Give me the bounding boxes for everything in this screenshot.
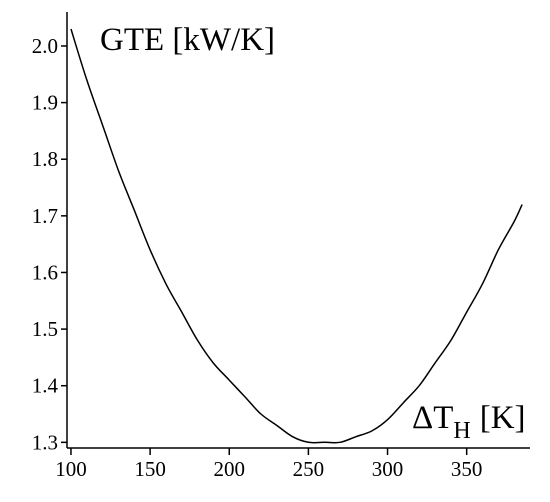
x-tick-label: 100 — [55, 457, 87, 481]
series-line — [70, 28, 523, 444]
x-tick-label: 150 — [134, 457, 166, 481]
x-tick-label: 200 — [213, 457, 245, 481]
y-ticks: 1.3 1.4 1.5 1.6 1.7 1.8 1.9 2.0 — [32, 34, 67, 454]
y-tick-label: 1.5 — [32, 317, 58, 341]
x-tick-label: 350 — [451, 457, 483, 481]
y-tick-label: 1.8 — [32, 147, 58, 171]
y-tick-label: 2.0 — [32, 34, 58, 58]
y-tick-label: 1.3 — [32, 430, 58, 454]
x-tick-label: 250 — [293, 457, 325, 481]
y-axis-title: GTE [kW/K] — [100, 22, 275, 58]
axes — [66, 12, 530, 449]
x-axis-title: ΔTH [K] — [412, 400, 526, 444]
y-tick-label: 1.6 — [32, 260, 58, 284]
x-axis-title-subscript: H — [453, 418, 470, 444]
y-tick-label: 1.7 — [32, 204, 58, 228]
x-tick-label: 300 — [372, 457, 404, 481]
x-axis-title-symbol: ΔT — [412, 400, 453, 436]
y-tick-label: 1.9 — [32, 91, 58, 115]
y-tick-label: 1.4 — [32, 374, 59, 398]
x-axis-title-unit: [K] — [480, 400, 526, 436]
x-ticks: 100 150 200 250 300 350 — [55, 448, 482, 481]
